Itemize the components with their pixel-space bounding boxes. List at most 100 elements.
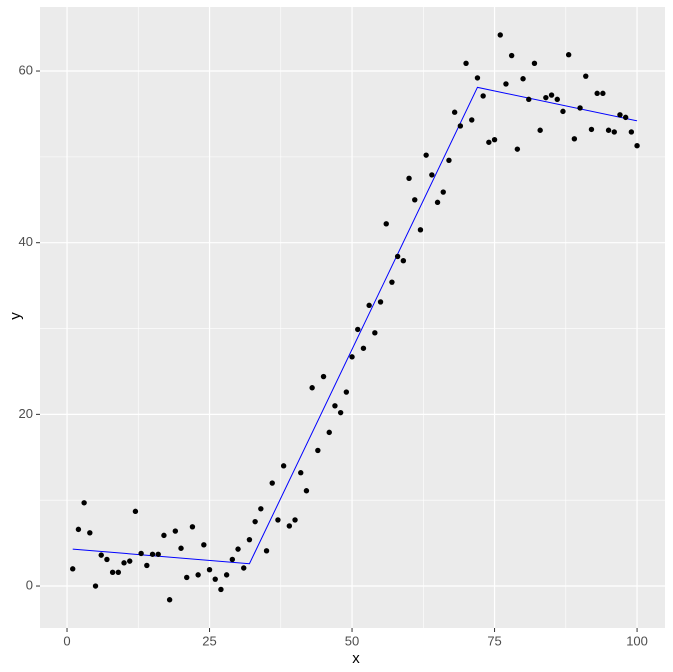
point	[275, 517, 281, 523]
point	[571, 136, 578, 142]
point	[577, 105, 583, 111]
point	[480, 93, 486, 99]
point	[412, 197, 418, 203]
point	[326, 429, 332, 436]
point	[206, 567, 213, 573]
point	[497, 32, 503, 38]
point	[628, 129, 635, 135]
point	[309, 385, 315, 391]
point	[503, 81, 509, 87]
point	[400, 258, 407, 264]
point	[554, 96, 560, 103]
point	[531, 60, 538, 67]
point	[229, 556, 236, 563]
point	[298, 470, 304, 476]
point	[241, 565, 247, 571]
fit-line	[72, 86, 638, 565]
point	[195, 572, 201, 578]
x-tick-label: 50	[345, 633, 359, 648]
point	[127, 558, 133, 564]
point	[548, 92, 555, 98]
point	[337, 409, 344, 416]
point	[161, 532, 167, 539]
point	[617, 112, 623, 118]
point	[343, 389, 350, 395]
point	[109, 569, 116, 575]
point	[303, 488, 310, 494]
point	[383, 221, 389, 227]
point	[600, 90, 606, 97]
point	[583, 73, 589, 79]
point	[491, 136, 498, 143]
point	[223, 572, 230, 578]
point	[320, 373, 327, 380]
point	[349, 354, 355, 360]
point	[189, 524, 196, 530]
y-tick-label: 60	[19, 62, 33, 77]
point	[429, 172, 435, 178]
point	[87, 530, 93, 536]
point	[588, 126, 595, 133]
point	[451, 109, 458, 115]
y-tick-label: 40	[19, 234, 33, 249]
point	[622, 114, 629, 121]
point	[394, 253, 401, 260]
point	[457, 123, 464, 129]
point	[235, 546, 241, 552]
y-tick-label: 0	[26, 577, 33, 592]
point	[366, 302, 372, 309]
point	[469, 117, 475, 123]
point	[269, 480, 275, 486]
point	[377, 299, 384, 305]
point	[70, 566, 76, 572]
point	[514, 146, 521, 152]
point	[332, 403, 338, 409]
point	[263, 548, 270, 554]
point	[155, 551, 161, 557]
point	[406, 175, 412, 182]
point	[560, 108, 566, 115]
point	[166, 597, 173, 603]
point	[252, 518, 258, 525]
point	[92, 583, 99, 589]
point	[149, 551, 156, 557]
point	[611, 129, 617, 135]
point	[280, 463, 287, 469]
point	[543, 94, 549, 101]
point	[292, 517, 298, 523]
point	[132, 508, 139, 515]
point	[246, 536, 253, 543]
x-axis-title: x	[352, 650, 360, 667]
point	[172, 528, 179, 534]
point	[605, 127, 612, 133]
x-tick-label: 75	[487, 633, 501, 648]
point	[218, 586, 224, 593]
point	[144, 562, 150, 569]
point	[75, 526, 82, 533]
point	[355, 326, 361, 333]
point	[315, 447, 321, 454]
point	[178, 545, 184, 551]
point	[104, 556, 110, 563]
point	[81, 500, 87, 506]
point	[258, 506, 264, 512]
point	[474, 75, 481, 81]
point	[446, 157, 452, 163]
point	[201, 542, 207, 548]
x-tick-label: 100	[626, 633, 648, 648]
point	[634, 143, 640, 149]
point	[98, 552, 104, 558]
point	[440, 189, 446, 195]
point	[389, 279, 395, 285]
point	[434, 199, 441, 206]
point	[423, 152, 429, 158]
point	[372, 330, 378, 336]
point	[520, 76, 526, 82]
point	[537, 127, 543, 133]
point	[463, 60, 469, 67]
x-tick-label: 25	[202, 633, 216, 648]
point	[565, 52, 572, 58]
point	[526, 96, 532, 103]
y-axis-title: y	[7, 312, 24, 320]
